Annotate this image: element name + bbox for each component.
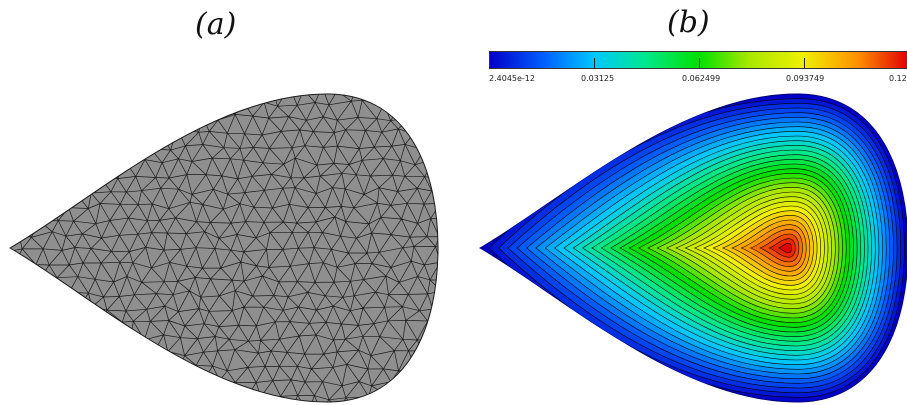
contour-bands	[488, 98, 905, 398]
contour-field	[478, 93, 907, 403]
panel-a-label: (a)	[195, 7, 237, 42]
colorbar-tick-3	[804, 58, 805, 69]
colorbar-tick-label-1: 0.03125	[581, 74, 615, 83]
colorbar-tick-label-2: 0.062499	[682, 74, 721, 83]
panel-b-label: (b)	[667, 5, 710, 40]
colorbar-tick-label-0: 2.4045e-12	[489, 74, 535, 83]
colorbar-tick-label-4: 0.125	[889, 74, 907, 83]
colorbar-tick-1	[594, 58, 595, 69]
colorbar-tick-label-3: 0.093749	[786, 74, 825, 83]
colorbar-tick-2	[699, 58, 700, 69]
contour-band-32	[777, 242, 792, 254]
colorbar	[489, 51, 907, 69]
triangular-mesh	[8, 93, 439, 403]
